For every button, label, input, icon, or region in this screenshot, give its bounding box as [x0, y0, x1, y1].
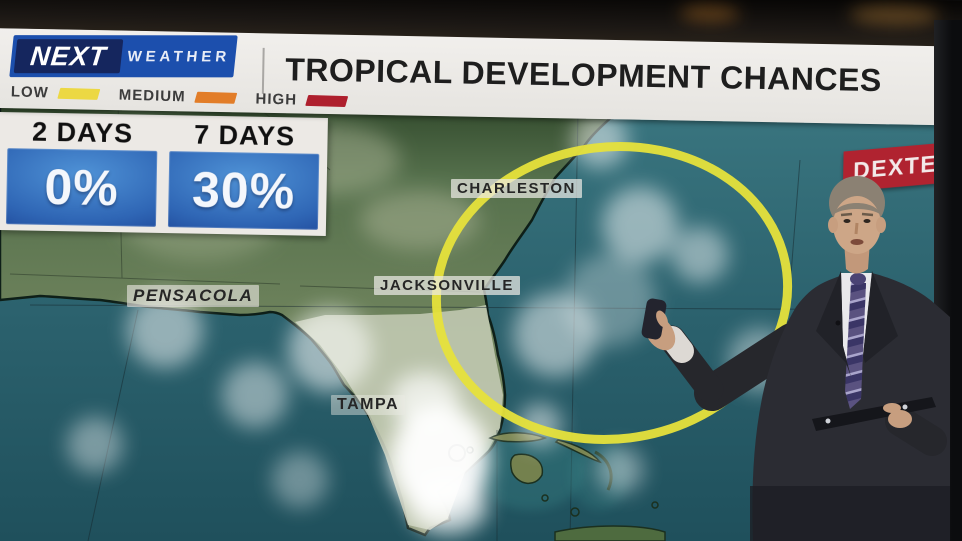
- studio-light: [679, 5, 740, 23]
- logo-next-box: NEXT: [13, 39, 124, 74]
- logo-next-text: NEXT: [28, 40, 109, 71]
- tablet-clip: [902, 404, 908, 410]
- presenter-lapel-left: [816, 271, 851, 377]
- weather-presenter: [641, 176, 950, 541]
- presenter-mouth: [850, 239, 864, 245]
- lapel-microphone: [835, 320, 841, 326]
- city-label-pensacola: PENSACOLA: [127, 285, 260, 307]
- chance-2-days-box: 0%: [5, 148, 158, 227]
- city-label-jacksonville: JACKSONVILLE: [374, 276, 520, 295]
- chance-7-days-value: 30%: [191, 161, 296, 220]
- chance-2-days-value: 0%: [43, 158, 120, 217]
- chance-2-days: 2 DAYS 0%: [5, 114, 158, 233]
- chance-2-days-label: 2 DAYS: [31, 116, 134, 149]
- city-label-tampa: TAMPA: [331, 395, 406, 415]
- presenter-tie-knot: [850, 273, 866, 285]
- development-highlight-circle: [431, 142, 793, 444]
- presenter-left-fingers: [883, 403, 901, 413]
- legend-high-label: HIGH: [255, 90, 298, 109]
- legend-low-swatch: [57, 87, 101, 100]
- presenter-trousers: [750, 486, 950, 541]
- remote-clicker: [641, 298, 667, 340]
- presenter-eyebrow: [861, 212, 874, 217]
- presenter-tie-stripes: [845, 283, 866, 405]
- presenter-nose: [854, 222, 859, 235]
- presenter-hairline: [833, 203, 881, 215]
- studio-light: [849, 4, 940, 27]
- chance-7-days: 7 DAYS 30%: [167, 117, 320, 236]
- header-divider: [261, 47, 265, 94]
- development-chance-panel: 2 DAYS 0% 7 DAYS 30%: [0, 112, 328, 236]
- legend-low-label: LOW: [10, 83, 50, 102]
- city-label-charleston: CHARLESTON: [451, 179, 582, 198]
- legend-medium-swatch: [194, 91, 238, 104]
- legend-medium-label: MEDIUM: [118, 86, 186, 106]
- logo-weather-text: WEATHER: [126, 47, 232, 65]
- page-title: TROPICAL DEVELOPMENT CHANCES: [284, 51, 883, 99]
- tablet-clip: [825, 418, 831, 424]
- presenter-ear: [876, 217, 886, 233]
- presenter-thumb: [656, 310, 668, 328]
- legend-high-swatch: [305, 94, 349, 108]
- presenter-eyebrow: [840, 212, 853, 217]
- presenter-left-hand: [888, 410, 912, 428]
- chance-7-days-box: 30%: [167, 151, 320, 230]
- presenter-ear: [828, 217, 838, 233]
- presenter-eye: [843, 219, 851, 223]
- presenter-lapel-right: [863, 271, 898, 363]
- next-weather-logo: NEXT WEATHER: [9, 35, 238, 78]
- chance-7-days-label: 7 DAYS: [193, 119, 296, 152]
- presenter-eye: [863, 219, 871, 223]
